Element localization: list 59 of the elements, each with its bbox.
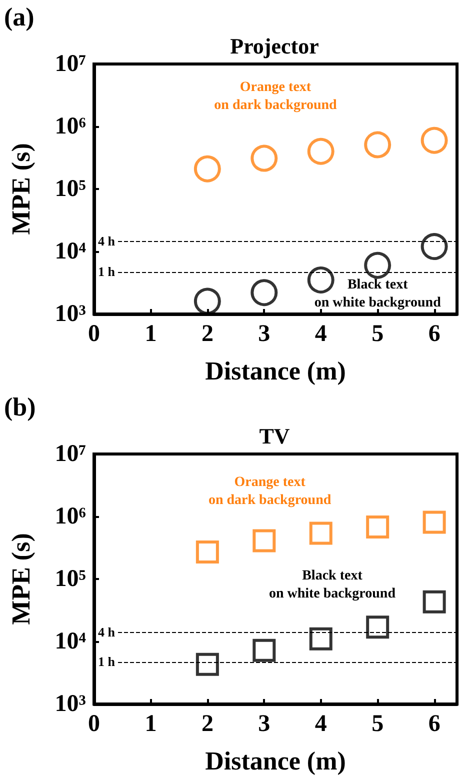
point [364,252,392,279]
point [364,131,392,158]
x-tick-label: 3 [258,321,270,347]
point [422,510,446,534]
x-tick-label: 6 [428,711,440,737]
x-tick-label: 1 [144,711,157,737]
text: Orange text on dark background [214,80,338,114]
y-axis-title: MPE (s) [6,143,36,235]
x-tick-label: 4 [314,711,327,737]
point [422,590,446,614]
x-tick-label: 5 [372,711,384,737]
chart-title: Projector [230,34,320,58]
point [366,616,390,639]
point [307,266,334,294]
x-tick-label: 2 [201,711,214,737]
y-tick-label: 10⁴ [54,628,86,654]
point [420,233,448,260]
point [250,279,278,306]
y-tick-label: 10⁵ [54,566,86,592]
y-tick-label: 10³ [54,301,86,327]
point [252,529,276,552]
x-tick-label: 6 [428,321,440,347]
y-tick-label: 10⁴ [54,238,86,264]
series-label: Orange text on dark background [208,475,332,508]
point [309,522,332,545]
y-tick-label: 10⁶ [54,114,86,140]
chart-title: TV [259,424,290,448]
y-axis-title: MPE (s) [6,533,36,625]
ref-line-label: 1 h [98,654,116,669]
point [196,652,219,676]
y-tick-label: 10⁵ [54,176,86,202]
text: (a) [4,2,34,32]
x-axis-title: Distance (m) [205,746,346,776]
point [307,138,334,165]
point [196,540,219,564]
ref-line-label: 4 h [98,234,116,249]
point [366,515,390,538]
y-tick-label: 10⁶ [54,504,86,530]
x-tick-label: 0 [88,711,100,737]
x-tick-label: 3 [258,711,270,737]
x-tick-label: 5 [372,321,384,347]
x-axis-title: Distance (m) [205,356,346,386]
series-label: Black text on white background [314,277,442,310]
x-tick-label: 2 [201,321,214,347]
x-tick-label: 1 [144,321,157,347]
x-tick-label: 4 [314,321,327,347]
point [309,627,332,650]
ref-line-label: 4 h [98,624,116,640]
y-tick-label: 10⁷ [54,51,86,77]
point [252,638,276,662]
y-tick-label: 10³ [54,691,86,717]
x-tick-label: 0 [88,321,100,347]
ref-line-label: 1 h [98,264,116,279]
text: (b) [4,392,36,422]
point [250,144,278,172]
series-label: Black text on white background [268,568,396,602]
y-tick-label: 10⁷ [54,441,86,467]
point [194,155,221,182]
point [420,126,448,154]
